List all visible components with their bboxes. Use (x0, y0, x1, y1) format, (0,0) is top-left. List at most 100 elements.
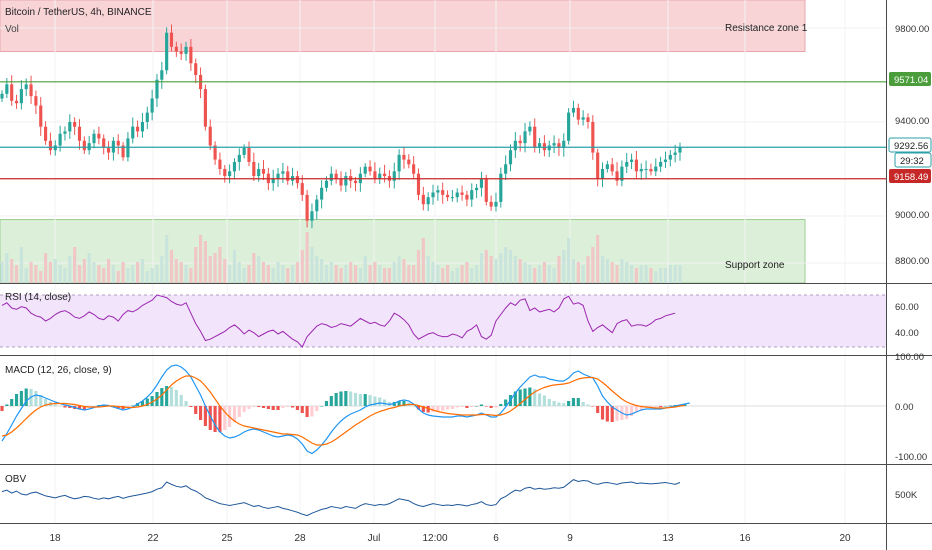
volume-bar (39, 271, 43, 283)
support-zone-label: Support zone (725, 260, 785, 271)
candle-body (232, 161, 237, 172)
time-tick: 18 (49, 533, 61, 544)
volume-bar (48, 262, 53, 283)
volume-bar (53, 259, 57, 283)
obv-title[interactable]: OBV (5, 474, 26, 485)
resistance-zone-label: Resistance zone 1 (725, 23, 808, 34)
candle-body (513, 140, 517, 151)
candle-body (460, 192, 464, 195)
macd-histogram-bar (92, 406, 96, 407)
volume-bar (150, 268, 154, 283)
volume-bar (184, 265, 188, 283)
macd-histogram-bar (237, 406, 241, 417)
macd-histogram-bar (320, 406, 324, 407)
volume-bar (5, 253, 9, 283)
macd-tick: 100.00 (895, 352, 924, 363)
macd-histogram-bar (208, 406, 212, 430)
price-axis[interactable]: 9800.00 9400.00 9000.00 8800.00 (895, 24, 929, 267)
volume-bar (383, 268, 387, 283)
volume-bar (533, 268, 537, 283)
candle-body (252, 161, 256, 177)
volume-bar (247, 265, 251, 283)
volume-bar (257, 256, 261, 283)
candle-body (600, 169, 605, 179)
macd-line (1, 364, 690, 455)
candle-body (194, 63, 198, 75)
macd-histogram-bar (358, 394, 362, 406)
macd-histogram-bar (615, 406, 619, 421)
candle-body (663, 159, 668, 162)
volume-bar (639, 265, 643, 283)
signal-line (1, 375, 685, 446)
macd-histogram-bar (494, 406, 498, 408)
macd-histogram-bar (465, 406, 469, 408)
volume-bar (659, 268, 663, 283)
candle-body (586, 117, 590, 122)
volume-bar (499, 253, 503, 283)
symbol-title[interactable]: Bitcoin / TetherUS, 4h, BINANCE (5, 7, 152, 18)
macd-histogram-bar (68, 406, 72, 408)
macd-histogram-bar (286, 406, 290, 407)
macd-histogram-bar (203, 406, 207, 426)
macd-histogram-bar (629, 406, 634, 416)
volume-bar (523, 262, 527, 283)
candles-layer[interactable] (0, 24, 682, 229)
candle-body (373, 171, 377, 179)
macd-histogram-bar (150, 396, 154, 406)
volume-bar (10, 259, 14, 283)
candle-body (334, 173, 338, 179)
candle-body (48, 140, 53, 151)
macd-histogram-bar (576, 398, 580, 406)
candle-body (102, 138, 106, 148)
macd-layer[interactable] (0, 364, 886, 455)
candle-body (310, 211, 314, 221)
macd-histogram-bar (34, 391, 38, 406)
svg-text:29:32: 29:32 (900, 156, 924, 167)
macd-histogram-bar (649, 406, 653, 408)
volume-label[interactable]: Vol (5, 24, 19, 35)
volume-bar (232, 250, 237, 283)
candle-body (58, 133, 62, 146)
candle-body (174, 46, 178, 52)
volume-bar (368, 265, 372, 283)
time-tick: 6 (493, 533, 499, 544)
macd-histogram-bar (455, 406, 459, 408)
macd-histogram-bar (300, 406, 304, 413)
candle-body (397, 154, 401, 172)
candle-body (363, 166, 367, 174)
volume-bar (450, 271, 454, 283)
candle-body (44, 126, 48, 141)
macd-histogram-bar (247, 406, 251, 409)
svg-text:9292.56: 9292.56 (894, 141, 928, 152)
macd-histogram-bar (668, 405, 672, 406)
volume-bar (426, 256, 430, 283)
candle-body (218, 159, 222, 169)
volume-bar (223, 259, 227, 283)
macd-histogram-bar (261, 406, 266, 408)
volume-bar (237, 262, 241, 283)
time-tick: 16 (739, 533, 751, 544)
volume-bar (44, 253, 48, 283)
macd-histogram-bar (281, 406, 285, 408)
volume-bar (397, 256, 401, 283)
candle-body (189, 46, 193, 64)
obv-layer[interactable] (1, 479, 681, 517)
candle-body (596, 152, 600, 179)
rsi-layer[interactable] (0, 294, 886, 348)
volume-bar (286, 268, 290, 283)
macd-histogram-bar (165, 386, 169, 406)
macd-histogram-bar (126, 406, 130, 408)
rsi-title[interactable]: RSI (14, close) (5, 292, 71, 303)
macd-histogram-bar (421, 406, 425, 412)
volume-bar (329, 262, 333, 283)
candle-body (329, 173, 333, 181)
volume-bar (629, 265, 634, 283)
time-axis[interactable]: 18 22 25 28 Jul 12:00 6 9 13 16 20 (49, 533, 851, 544)
candle-body (339, 178, 343, 186)
candle-body (203, 89, 207, 127)
candle-body (479, 178, 484, 188)
candle-body (242, 147, 246, 155)
macd-title[interactable]: MACD (12, 26, close, 9) (5, 365, 112, 376)
volume-bar (489, 256, 493, 283)
